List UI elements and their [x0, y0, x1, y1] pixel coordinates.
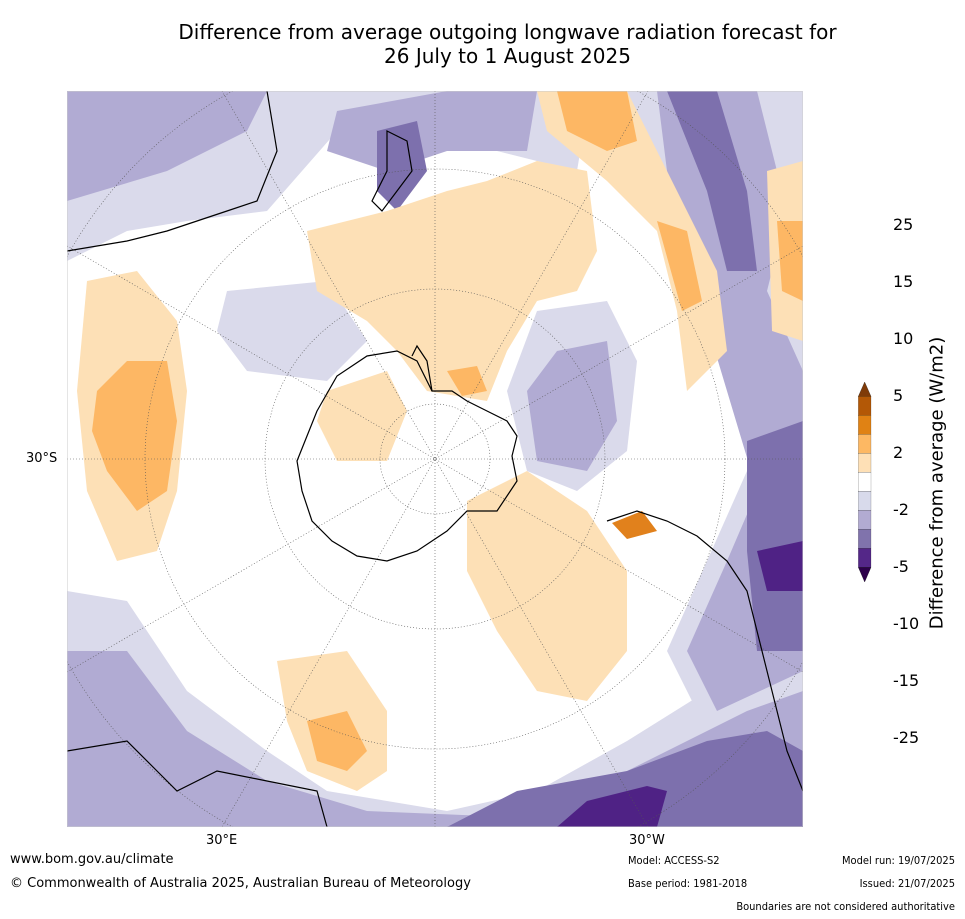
anomaly-region-moderate-negative-center [527, 341, 617, 471]
colorbar-tick-m5: -5 [893, 557, 909, 576]
latitude-label-30s: 30°S [26, 451, 58, 466]
colorbar-title: Difference from average (W/m2) [926, 336, 948, 630]
footer-copyright: © Commonwealth of Australia 2025, Austra… [10, 876, 471, 891]
new-zealand-coastline [371, 130, 413, 212]
colorbar-segment-m5-m10 [858, 510, 872, 530]
footer-model: Model: ACCESS-S2 [628, 854, 720, 867]
footer-base-period: Base period: 1981-2018 [628, 877, 748, 890]
anomaly-region-strong-negative-east [667, 91, 757, 271]
anomaly-region-moderate-positive-east [657, 221, 702, 311]
colorbar-tick-m2: -2 [893, 500, 909, 519]
colorbar-tick-25: 25 [893, 215, 914, 234]
australia-coastline [67, 91, 278, 252]
anomaly-map [67, 91, 803, 827]
colorbar-segment-m2-m5 [858, 491, 872, 511]
anomaly-region-strong-negative-bottom [447, 731, 803, 827]
anomaly-region-moderate-positive-peninsula [447, 366, 487, 396]
anomaly-region-strong-positive-chile [612, 511, 657, 539]
title-line-2: 26 July to 1 August 2025 [384, 44, 631, 68]
south-america-coastline [606, 510, 803, 792]
anomaly-region-weak-negative-west [217, 281, 367, 381]
anomaly-region-weak-positive-south [467, 471, 627, 701]
anomaly-region-moderate-positive-sw [307, 711, 367, 771]
colorbar-tick-5: 5 [893, 386, 904, 405]
anomaly-region-extreme-negative-bottom [557, 786, 667, 827]
anomaly-region-strong-negative-nz [377, 121, 427, 211]
anomaly-region-weak-positive-antarctica [317, 371, 407, 461]
colorbar-upper-extension [858, 381, 872, 397]
colorbar-tick-2: 2 [893, 443, 904, 462]
coastlines [67, 91, 803, 827]
africa-coastline [67, 740, 328, 827]
colorbar-segment-m10-m15 [858, 529, 872, 549]
colorbar-tick-m25: -25 [893, 728, 920, 747]
anomaly-region-extreme-negative-sa [757, 541, 803, 591]
footer-model-run: Model run: 19/07/2025 [842, 854, 955, 867]
colorbar-tick-10: 10 [893, 329, 914, 348]
footer-website: www.bom.gov.au/climate [10, 852, 174, 867]
antarctic-peninsula-coastline [411, 344, 433, 392]
colorbar [858, 381, 872, 583]
colorbar-segment-10-15 [858, 415, 872, 435]
colorbar-segment-2-5 [858, 453, 872, 473]
colorbar-tick-m15: -15 [893, 671, 920, 690]
anomaly-region-weak-negative-bottom [67, 591, 803, 827]
colorbar-lower-extension [858, 567, 872, 583]
anomaly-region-strong-negative-se [747, 421, 803, 651]
anomaly-region-moderate-positive-west [92, 361, 177, 511]
colorbar-tick-15: 15 [893, 272, 914, 291]
anomaly-region-weak-positive-ne [537, 91, 727, 391]
anomaly-region-moderate-negative-top [67, 91, 267, 201]
footer-issued: Issued: 21/07/2025 [859, 877, 955, 890]
footer-disclaimer: Boundaries are not considered authoritat… [736, 900, 955, 913]
antarctica-coastline [296, 350, 518, 562]
colorbar-segment-neutral [858, 472, 872, 492]
chart-title: Difference from average outgoing longwav… [0, 20, 965, 68]
title-line-1: Difference from average outgoing longwav… [178, 20, 837, 44]
colorbar-segment-m15-m25 [858, 548, 872, 568]
anomaly-region-weak-positive-north [307, 161, 597, 401]
colorbar-tick-m10: -10 [893, 614, 920, 633]
longitude-label-30w: 30°W [629, 833, 665, 848]
longitude-label-30e: 30°E [206, 833, 238, 848]
anomaly-region-moderate-positive-ne [557, 91, 637, 151]
colorbar-segment-5-10 [858, 434, 872, 454]
anomaly-region-moderate-positive-east-edge [777, 221, 803, 301]
graticule [67, 91, 803, 827]
colorbar-segment-15-25 [858, 396, 872, 416]
